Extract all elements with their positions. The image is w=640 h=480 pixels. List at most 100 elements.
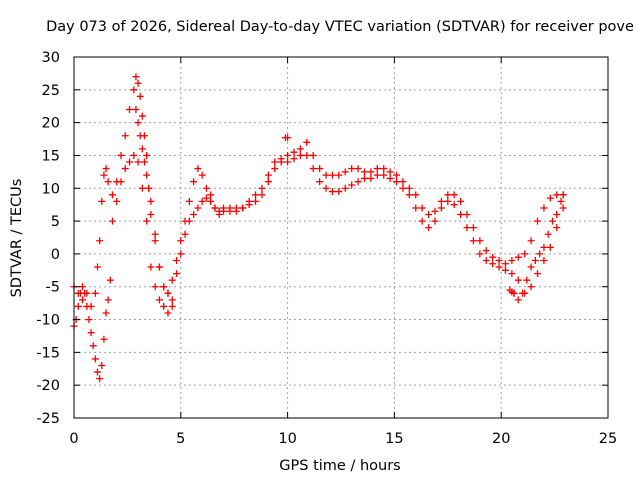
data-point <box>202 194 210 202</box>
data-point <box>277 158 285 166</box>
data-point <box>198 171 206 179</box>
data-points <box>70 73 567 383</box>
data-point <box>96 375 104 383</box>
data-point <box>198 197 206 205</box>
data-point <box>463 224 471 232</box>
data-point <box>284 134 292 142</box>
data-point <box>130 151 138 159</box>
series-descending-branch-wrap- <box>132 106 176 304</box>
data-point <box>151 230 159 238</box>
data-point <box>126 158 134 166</box>
data-point <box>173 256 181 264</box>
data-point <box>495 263 503 271</box>
data-point <box>322 171 330 179</box>
data-point <box>98 361 106 369</box>
data-point <box>559 191 567 199</box>
data-point <box>160 283 168 291</box>
y-axis-label: SDTVAR / TECUs <box>9 179 25 298</box>
data-point <box>83 289 91 297</box>
data-point <box>482 247 490 255</box>
data-point <box>380 165 388 173</box>
y-tick-label: -20 <box>36 378 60 394</box>
data-point <box>536 250 544 258</box>
y-tick-label: 30 <box>42 50 60 66</box>
data-point <box>106 276 114 284</box>
x-tick-label: 5 <box>176 431 185 447</box>
y-tick-label: 20 <box>42 116 60 132</box>
data-point <box>151 283 159 291</box>
data-point <box>113 178 121 186</box>
data-point <box>89 342 97 350</box>
data-point <box>185 197 193 205</box>
x-tick-label: 25 <box>599 431 617 447</box>
data-point <box>132 73 140 81</box>
data-point <box>121 165 129 173</box>
data-point <box>258 184 266 192</box>
data-point <box>113 197 121 205</box>
data-point <box>527 263 535 271</box>
data-point <box>508 256 516 264</box>
data-point <box>164 289 172 297</box>
series-rising-branch-wrap- <box>510 191 567 304</box>
data-point <box>501 266 509 274</box>
data-point <box>540 204 548 212</box>
data-point <box>393 171 401 179</box>
data-point <box>437 197 445 205</box>
y-tick-label: -10 <box>36 313 60 329</box>
data-point <box>96 237 104 245</box>
data-point <box>85 316 93 324</box>
data-point <box>373 171 381 179</box>
data-point <box>348 165 356 173</box>
data-point <box>514 276 522 284</box>
data-point <box>140 158 148 166</box>
data-point <box>143 151 151 159</box>
data-point <box>147 211 155 219</box>
data-point <box>102 309 110 317</box>
data-point <box>373 165 381 173</box>
data-point <box>190 211 198 219</box>
plot-frame <box>73 56 609 419</box>
data-point <box>544 230 552 238</box>
data-point <box>531 256 539 264</box>
data-point <box>271 158 279 166</box>
data-point <box>164 309 172 317</box>
data-point <box>322 184 330 192</box>
grid-lines <box>74 57 608 418</box>
data-point <box>136 92 144 100</box>
data-point <box>546 243 554 251</box>
data-point <box>194 165 202 173</box>
data-point <box>168 302 176 310</box>
data-point <box>207 197 215 205</box>
data-point <box>469 237 477 245</box>
data-point <box>469 224 477 232</box>
data-point <box>393 178 401 186</box>
data-point <box>354 178 362 186</box>
data-point <box>444 197 452 205</box>
data-point <box>534 270 542 278</box>
y-tick-label: -15 <box>36 345 60 361</box>
data-point <box>559 204 567 212</box>
data-point <box>457 211 465 219</box>
data-point <box>252 191 260 199</box>
data-point <box>104 178 112 186</box>
data-point <box>93 368 101 376</box>
data-point <box>296 151 304 159</box>
data-point <box>121 132 129 140</box>
data-point <box>138 145 146 153</box>
data-point <box>360 168 368 176</box>
data-point <box>425 211 433 219</box>
data-point <box>425 224 433 232</box>
series-upper-band <box>70 73 567 310</box>
data-point <box>271 165 279 173</box>
data-point <box>79 283 87 291</box>
data-point <box>557 197 565 205</box>
data-point <box>450 201 458 209</box>
series-isolated-points <box>281 134 518 297</box>
data-point <box>354 165 362 173</box>
data-point <box>100 171 108 179</box>
data-point <box>412 191 420 199</box>
data-point <box>546 194 554 202</box>
data-point <box>168 276 176 284</box>
data-point <box>79 296 87 304</box>
data-point <box>284 158 292 166</box>
